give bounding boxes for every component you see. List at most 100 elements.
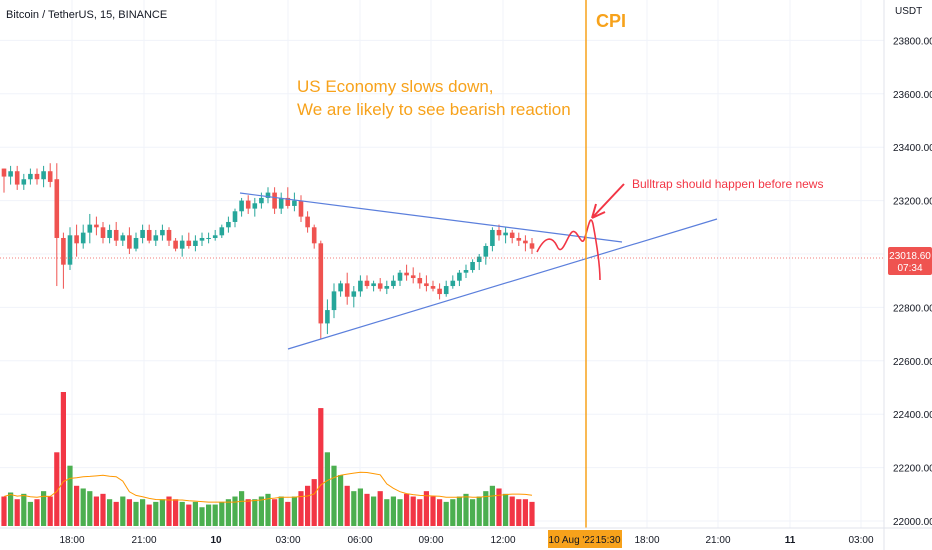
volume-bar xyxy=(1,496,7,526)
volume-bar xyxy=(113,501,119,526)
candle-body xyxy=(305,216,310,228)
highlighted-date-badge xyxy=(548,530,594,548)
volume-bar xyxy=(404,493,410,526)
volume-bar xyxy=(483,491,489,526)
candle-body xyxy=(28,173,33,180)
volume-bar xyxy=(377,491,383,526)
candle-body xyxy=(509,232,515,238)
volume-bar xyxy=(305,485,311,526)
candle-body xyxy=(443,286,449,295)
time-tick-label: 06:00 xyxy=(347,535,372,546)
volume-bar xyxy=(173,499,179,526)
volume-bar xyxy=(80,488,86,526)
price-tick-label: 22200.00 xyxy=(893,464,932,475)
candle-body xyxy=(470,262,475,271)
volume-bar xyxy=(54,452,60,526)
annotation-line-1: US Economy slows down, xyxy=(297,77,494,96)
candle-body xyxy=(325,310,330,324)
volume-bar xyxy=(166,496,172,526)
price-axis[interactable]: 23800.0023600.0023400.0023200.0023000.00… xyxy=(893,36,932,528)
candle-body xyxy=(212,235,218,238)
volume-bars xyxy=(1,392,535,526)
volume-bar xyxy=(232,496,238,526)
candle-body xyxy=(397,272,403,281)
candle-body xyxy=(127,235,132,249)
candle-body xyxy=(331,291,337,311)
volume-bar xyxy=(41,491,47,526)
volume-bar xyxy=(146,504,152,526)
candle-body xyxy=(516,237,522,241)
bulltrap-annotation: Bulltrap should happen before news xyxy=(632,177,823,191)
candle-body xyxy=(160,229,165,236)
time-tick-label: 11 xyxy=(785,535,796,546)
volume-bar xyxy=(285,501,291,526)
candle-body xyxy=(146,229,152,241)
time-tick-label: 21:00 xyxy=(705,535,730,546)
volume-bar xyxy=(140,499,146,526)
candle-body xyxy=(344,283,350,297)
volume-bar xyxy=(47,496,53,526)
candle-body xyxy=(457,272,462,281)
volume-bar xyxy=(159,499,165,526)
triangle-upper-trendline[interactable] xyxy=(239,192,623,243)
volume-bar xyxy=(371,496,377,526)
volume-bar xyxy=(417,499,423,526)
time-tick-label: 10 xyxy=(210,535,222,546)
volume-bar xyxy=(278,496,284,526)
volume-bar xyxy=(489,485,495,526)
volume-bar xyxy=(192,501,198,526)
volume-bar xyxy=(120,496,126,526)
volume-bar xyxy=(318,408,324,526)
volume-bar xyxy=(212,504,218,526)
candle-body xyxy=(351,291,357,297)
volume-bar xyxy=(245,499,251,526)
candle-body xyxy=(107,229,112,238)
volume-bar xyxy=(239,491,245,526)
candle-body xyxy=(358,280,363,292)
symbol-title[interactable]: Bitcoin / TetherUS, 15, BINANCE xyxy=(6,9,167,21)
volume-bar xyxy=(509,496,515,526)
volume-bar xyxy=(8,492,14,526)
grid-lines xyxy=(0,0,884,528)
volume-bar xyxy=(516,499,522,526)
volume-bar xyxy=(206,504,212,526)
volume-bar xyxy=(179,501,185,526)
candle-body xyxy=(186,240,192,246)
candle-body xyxy=(94,224,99,228)
candle-body xyxy=(483,245,489,257)
candle-body xyxy=(523,240,528,244)
volume-bar xyxy=(357,488,363,526)
candle-body xyxy=(285,197,291,206)
volume-bar xyxy=(496,488,502,526)
volume-bar xyxy=(364,493,370,526)
candle-body xyxy=(259,197,264,204)
time-tick-label: 10 Aug '22 xyxy=(549,535,596,546)
candle-body xyxy=(166,229,172,241)
time-tick-label: 09:00 xyxy=(418,535,443,546)
candle-body xyxy=(364,280,370,287)
time-axis[interactable]: 18:00 21:00 10 03:00 06:00 09:00 12:00 10 Aug '… xyxy=(59,530,874,548)
price-tick-label: 22000.00 xyxy=(893,517,932,528)
time-tick-label: 21:00 xyxy=(131,535,156,546)
price-tick-label: 22800.00 xyxy=(893,303,932,314)
volume-bar xyxy=(107,499,113,526)
volume-bar xyxy=(351,491,357,526)
candle-body xyxy=(54,179,60,238)
volume-bar xyxy=(410,496,416,526)
volume-bar xyxy=(272,499,278,526)
candle-body xyxy=(193,240,198,246)
candle-body xyxy=(239,200,244,212)
candle-body xyxy=(338,283,343,292)
volume-bar xyxy=(456,496,462,526)
time-tick-label: 18:00 xyxy=(59,535,84,546)
volume-bar xyxy=(463,493,469,526)
candle-body xyxy=(391,280,396,287)
volume-bar xyxy=(522,499,528,526)
triangle-lower-trendline[interactable] xyxy=(287,218,718,350)
volume-bar xyxy=(311,479,317,526)
volume-bar xyxy=(384,499,390,526)
candle-body xyxy=(206,237,211,239)
price-tick-label: 22600.00 xyxy=(893,357,932,368)
annotation-line-2: We are likely to see bearish reaction xyxy=(297,100,571,119)
